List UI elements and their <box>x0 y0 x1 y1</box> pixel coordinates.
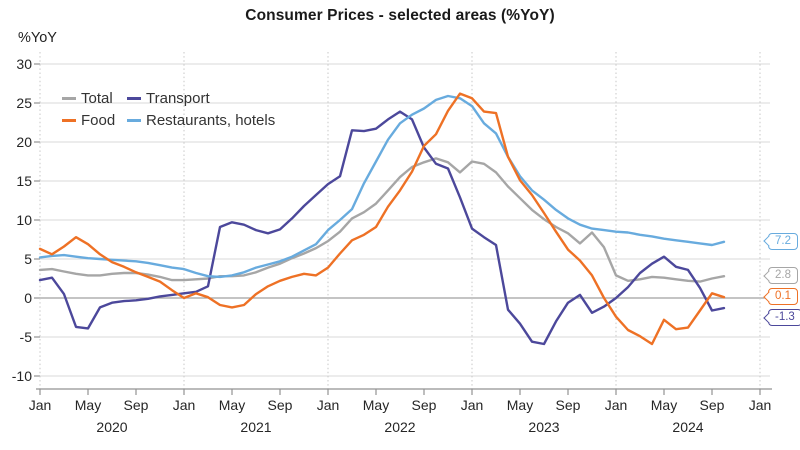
series-line-restaurants-hotels <box>38 94 726 279</box>
x-year-label: 2020 <box>96 419 127 435</box>
x-tick-label: Jan <box>749 397 772 413</box>
x-year-label: 2021 <box>240 419 271 435</box>
end-value-label-total: 2.8 <box>762 267 798 285</box>
legend-item-restaurants-hotels: Restaurants, hotels <box>127 112 275 129</box>
end-value-label-transport: -1.3 <box>762 309 800 327</box>
x-tick-label: May <box>363 397 389 413</box>
legend-item-transport: Transport <box>127 90 275 107</box>
y-tick-label: 30 <box>16 56 32 72</box>
x-tick-label: May <box>651 397 677 413</box>
y-tick-label: 15 <box>16 173 32 189</box>
series-line-transport <box>38 110 726 346</box>
x-tick-label: Jan <box>605 397 628 413</box>
y-tick-label: -5 <box>20 329 33 345</box>
x-tick-label: Jan <box>317 397 340 413</box>
x-tick-label: Sep <box>556 397 581 413</box>
y-axis-unit-label: %YoY <box>18 30 57 46</box>
legend-swatch <box>62 119 76 122</box>
legend-label: Restaurants, hotels <box>146 112 276 129</box>
legend-item-total: Total <box>62 90 127 107</box>
legend-swatch <box>127 119 141 122</box>
end-value-label-food: 0.1 <box>762 288 798 306</box>
x-tick-label: Sep <box>700 397 725 413</box>
series-line-food <box>38 92 726 346</box>
end-value-text: 7.2 <box>775 234 791 247</box>
x-tick-label: May <box>507 397 533 413</box>
legend-swatch <box>127 97 141 100</box>
legend-item-food: Food <box>62 112 127 129</box>
legend-label: Total <box>81 90 113 107</box>
x-tick-label: May <box>219 397 245 413</box>
y-tick-label: 20 <box>16 134 32 150</box>
series-line-total <box>38 157 726 283</box>
y-tick-label: 0 <box>24 290 32 306</box>
y-tick-label: 10 <box>16 212 32 228</box>
x-year-label: 2024 <box>672 419 703 435</box>
x-tick-label: May <box>75 397 101 413</box>
legend-label: Transport <box>146 90 210 107</box>
x-tick-label: Sep <box>268 397 293 413</box>
end-value-text: 0.1 <box>775 290 791 303</box>
x-tick-label: Jan <box>461 397 484 413</box>
chart-title: Consumer Prices - selected areas (%YoY) <box>245 7 555 24</box>
x-tick-label: Jan <box>173 397 196 413</box>
legend-label: Food <box>81 112 116 129</box>
y-tick-label: 25 <box>16 95 32 111</box>
x-tick-label: Sep <box>412 397 437 413</box>
x-tick-label: Sep <box>124 397 149 413</box>
end-value-text: 2.8 <box>775 269 791 282</box>
end-value-text: -1.3 <box>775 311 795 324</box>
x-tick-label: Jan <box>29 397 52 413</box>
y-tick-label: -10 <box>12 368 32 384</box>
x-year-label: 2022 <box>384 419 415 435</box>
legend-swatch <box>62 97 76 100</box>
y-tick-label: 5 <box>24 251 32 267</box>
chart-legend: Total Transport Food Restaurants, hotels <box>62 90 275 129</box>
end-value-label-restaurants-hotels: 7.2 <box>762 232 798 250</box>
x-year-label: 2023 <box>528 419 559 435</box>
